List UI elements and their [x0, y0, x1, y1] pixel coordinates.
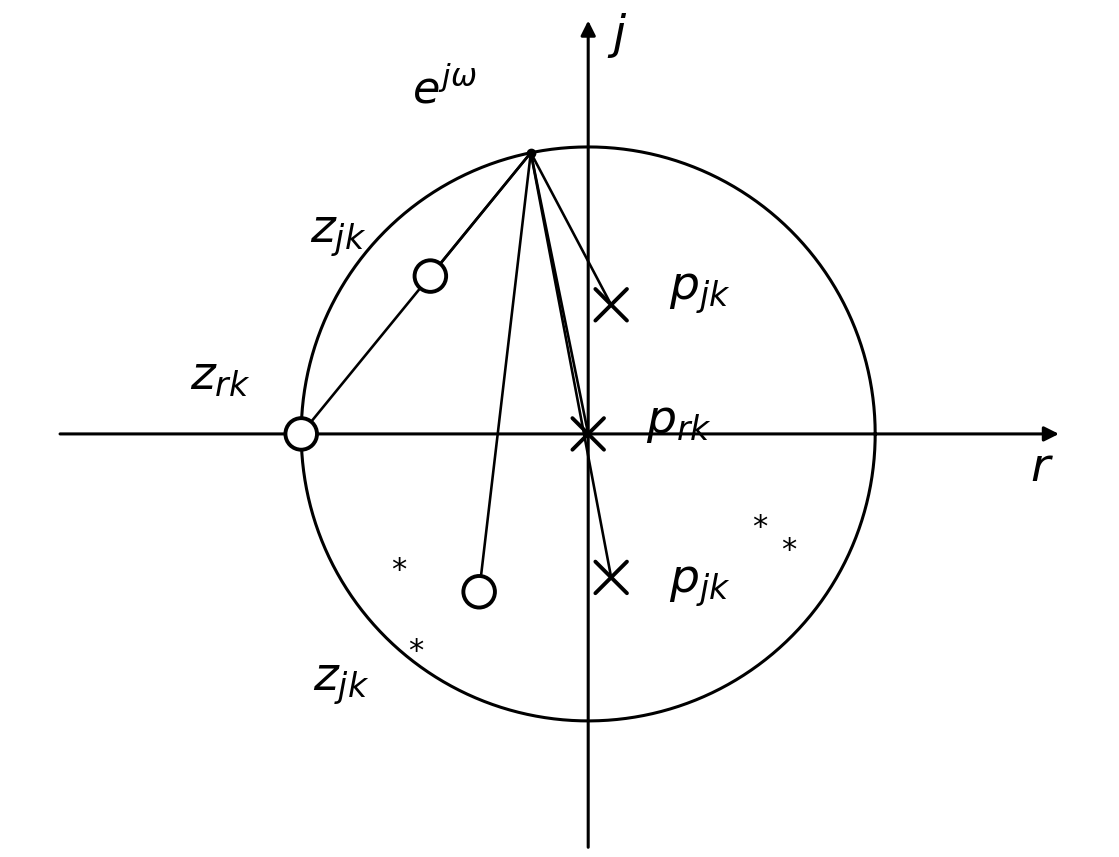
Text: $*$: $*$	[752, 510, 769, 542]
Text: $z_{rk}$: $z_{rk}$	[190, 354, 252, 399]
Circle shape	[463, 576, 495, 608]
Text: $p_{jk}$: $p_{jk}$	[668, 563, 730, 609]
Text: $z_{jk}$: $z_{jk}$	[313, 661, 369, 707]
Circle shape	[414, 261, 446, 292]
Circle shape	[285, 418, 317, 450]
Text: $*$: $*$	[407, 633, 424, 665]
Text: $\mathbf{\mathit{r}}$: $\mathbf{\mathit{r}}$	[1029, 446, 1054, 491]
Text: $*$: $*$	[781, 533, 797, 564]
Text: $p_{jk}$: $p_{jk}$	[668, 270, 730, 316]
Text: $\mathbf{\mathit{j}}$: $\mathbf{\mathit{j}}$	[606, 10, 627, 59]
Text: $*$: $*$	[391, 554, 407, 584]
Text: $z_{jk}$: $z_{jk}$	[310, 213, 367, 259]
Text: $e^{j\omega}$: $e^{j\omega}$	[412, 68, 477, 112]
Text: $p_{rk}$: $p_{rk}$	[646, 399, 712, 446]
